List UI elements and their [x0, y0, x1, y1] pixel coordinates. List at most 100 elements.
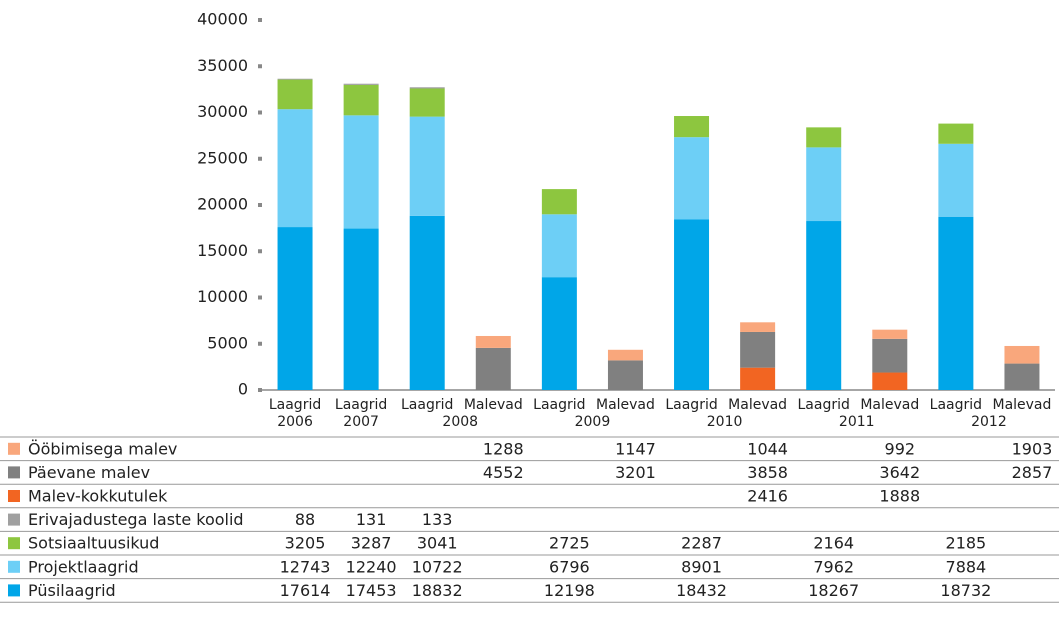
group-label: 2008 — [442, 414, 478, 430]
legend-swatch — [8, 513, 20, 526]
bar-segment — [607, 349, 643, 361]
table-value: 131 — [356, 510, 387, 529]
group-label: 2006 — [277, 414, 313, 430]
bar-segment — [343, 228, 379, 390]
table-value: 2416 — [747, 487, 788, 506]
table-value: 6796 — [549, 557, 590, 576]
bar-segment — [740, 331, 776, 368]
bar-segment — [343, 115, 379, 229]
x-tick-label: Laagrid — [665, 397, 717, 413]
y-tick-label: 30000 — [197, 102, 248, 121]
legend-swatch — [8, 466, 20, 479]
bar-segment — [475, 335, 511, 348]
table-value: 12240 — [346, 557, 397, 576]
bar-segment — [674, 116, 710, 138]
x-tick-label: Laagrid — [269, 397, 321, 413]
bar-segment — [277, 79, 313, 110]
legend-label: Projektlaagrid — [28, 557, 139, 576]
bar-segment — [541, 214, 577, 278]
y-tick-label: 35000 — [197, 56, 248, 75]
bar-segment — [872, 338, 908, 373]
y-tick-label: 10000 — [197, 287, 248, 306]
bar-segment — [938, 143, 974, 217]
table-value: 10722 — [412, 557, 463, 576]
bar-segment — [938, 216, 974, 390]
x-tick-label: Laagrid — [401, 397, 453, 413]
table-value: 3205 — [285, 534, 326, 553]
table-value: 17614 — [280, 581, 331, 600]
y-tick-label: 5000 — [207, 333, 248, 352]
table-value: 3287 — [351, 534, 392, 553]
table-value: 3858 — [747, 463, 788, 482]
table-value: 18832 — [412, 581, 463, 600]
bar-segment — [740, 367, 776, 390]
x-tick-label: Malevad — [992, 397, 1051, 413]
bar-segment — [541, 277, 577, 390]
table-value: 133 — [422, 510, 453, 529]
x-tick-label: Malevad — [464, 397, 523, 413]
table-value: 18267 — [808, 581, 859, 600]
x-tick-label: Malevad — [596, 397, 655, 413]
x-tick-label: Laagrid — [533, 397, 585, 413]
table-value: 88 — [295, 510, 315, 529]
y-tick-mark — [258, 110, 262, 115]
y-tick-mark — [258, 64, 262, 69]
x-tick-label: Laagrid — [335, 397, 387, 413]
table-value: 12743 — [280, 557, 331, 576]
group-label: 2010 — [707, 414, 743, 430]
y-tick-mark — [258, 388, 262, 392]
bar-segment — [277, 109, 313, 228]
table-value: 992 — [885, 439, 916, 458]
y-tick-mark — [258, 249, 262, 254]
table-value: 1903 — [1012, 439, 1053, 458]
y-tick-mark — [258, 341, 262, 346]
bar-segment — [740, 322, 776, 332]
table-value: 2287 — [681, 534, 722, 553]
bar-segment — [674, 137, 710, 220]
bar-segment — [343, 83, 379, 85]
bar-segment — [806, 147, 842, 222]
group-label: 2011 — [839, 414, 875, 430]
table-value: 2185 — [946, 534, 987, 553]
group-label: 2012 — [971, 414, 1007, 430]
y-tick-label: 0 — [238, 380, 248, 399]
group-label: 2007 — [343, 414, 379, 430]
legend-swatch — [8, 584, 20, 597]
table-value: 1147 — [615, 439, 656, 458]
bar-segment — [409, 215, 445, 390]
x-tick-label: Laagrid — [930, 397, 982, 413]
bar-segment — [1004, 363, 1040, 390]
legend-swatch — [8, 537, 20, 550]
table-value: 2164 — [813, 534, 854, 553]
table-value: 1288 — [483, 439, 524, 458]
y-tick-label: 25000 — [197, 148, 248, 167]
y-tick-label: 20000 — [197, 195, 248, 214]
bar-segment — [872, 329, 908, 339]
table-value: 1888 — [879, 487, 920, 506]
legend-label: Püsilaagrid — [28, 581, 116, 600]
legend-swatch — [8, 560, 20, 573]
legend-label: Päevane malev — [28, 463, 150, 482]
bar-segment — [343, 84, 379, 116]
x-tick-label: Malevad — [860, 397, 919, 413]
bar-segment — [277, 227, 313, 390]
y-tick-mark — [258, 203, 262, 207]
table-value: 3201 — [615, 463, 656, 482]
legend-label: Sotsiaaltuusikud — [28, 534, 159, 553]
table-value: 18732 — [940, 581, 991, 600]
legend-label: Erivajadustega laste koolid — [28, 510, 244, 529]
y-tick-mark — [258, 156, 262, 161]
table-value: 7962 — [813, 557, 854, 576]
x-tick-label: Malevad — [728, 397, 787, 413]
legend-label: Malev-kokkutulek — [28, 487, 168, 506]
table-value: 7884 — [946, 557, 987, 576]
y-tick-label: 40000 — [197, 10, 248, 29]
bar-segment — [277, 78, 313, 80]
table-value: 12198 — [544, 581, 595, 600]
y-tick-label: 15000 — [197, 241, 248, 260]
table-value: 4552 — [483, 463, 524, 482]
bar-segment — [409, 87, 445, 89]
bar-segment — [806, 221, 842, 390]
bar-segment — [938, 123, 974, 144]
